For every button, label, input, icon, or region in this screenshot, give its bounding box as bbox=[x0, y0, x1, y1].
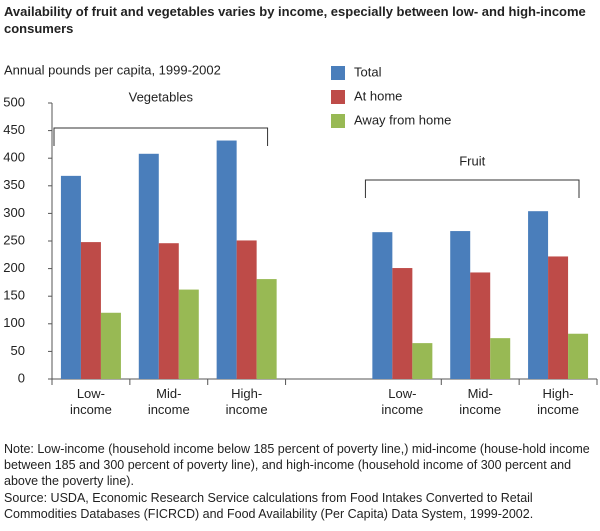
bar bbox=[528, 211, 549, 379]
bar bbox=[60, 175, 81, 379]
y-tick-label: 0 bbox=[18, 370, 25, 385]
annotation: Fruit bbox=[459, 153, 485, 168]
legend-swatch bbox=[331, 66, 345, 80]
legend-swatch bbox=[331, 114, 345, 128]
bar bbox=[450, 231, 471, 379]
x-tick-label: High- income bbox=[225, 386, 268, 417]
bar bbox=[216, 140, 237, 379]
chart-title: Availability of fruit and vegetables var… bbox=[4, 4, 586, 36]
bar bbox=[80, 242, 101, 379]
bar bbox=[256, 279, 277, 379]
y-tick-label: 250 bbox=[3, 232, 25, 247]
y-tick-label: 100 bbox=[3, 315, 25, 330]
bracket bbox=[53, 127, 269, 146]
y-tick-label: 200 bbox=[3, 260, 25, 275]
y-axis-label: Annual pounds per capita, 1999-2002 bbox=[4, 62, 221, 77]
legend-label: At home bbox=[354, 88, 402, 103]
bar bbox=[568, 333, 589, 379]
legend-label: Away from home bbox=[354, 112, 451, 127]
x-tick-label: Low- income bbox=[381, 386, 424, 417]
bar bbox=[548, 256, 569, 379]
bar bbox=[178, 289, 199, 379]
bracket bbox=[364, 179, 580, 198]
y-tick-label: 450 bbox=[3, 122, 25, 137]
bar bbox=[412, 343, 433, 379]
bar bbox=[372, 232, 393, 379]
bar bbox=[158, 243, 179, 379]
x-tick-label: Low- income bbox=[69, 386, 112, 417]
y-tick-label: 50 bbox=[11, 343, 25, 358]
bar bbox=[138, 153, 159, 379]
bar bbox=[470, 272, 491, 379]
x-tick-label: Mid- income bbox=[147, 386, 190, 417]
y-tick-label: 350 bbox=[3, 177, 25, 192]
legend-swatch bbox=[331, 90, 345, 104]
source: Source: USDA, Economic Research Service … bbox=[4, 491, 534, 521]
x-tick-label: High- income bbox=[537, 386, 580, 417]
legend-label: Total bbox=[354, 64, 382, 79]
y-tick-label: 300 bbox=[3, 205, 25, 220]
y-tick-label: 500 bbox=[3, 94, 25, 109]
annotation: Vegetables bbox=[129, 89, 194, 104]
x-tick-label: Mid- income bbox=[459, 386, 502, 417]
y-tick-label: 150 bbox=[3, 288, 25, 303]
bar bbox=[490, 338, 511, 379]
note: Note: Low-income (household income below… bbox=[4, 442, 590, 488]
bar bbox=[392, 268, 413, 379]
y-tick-label: 400 bbox=[3, 150, 25, 165]
bar bbox=[236, 240, 257, 379]
bar bbox=[100, 312, 121, 379]
